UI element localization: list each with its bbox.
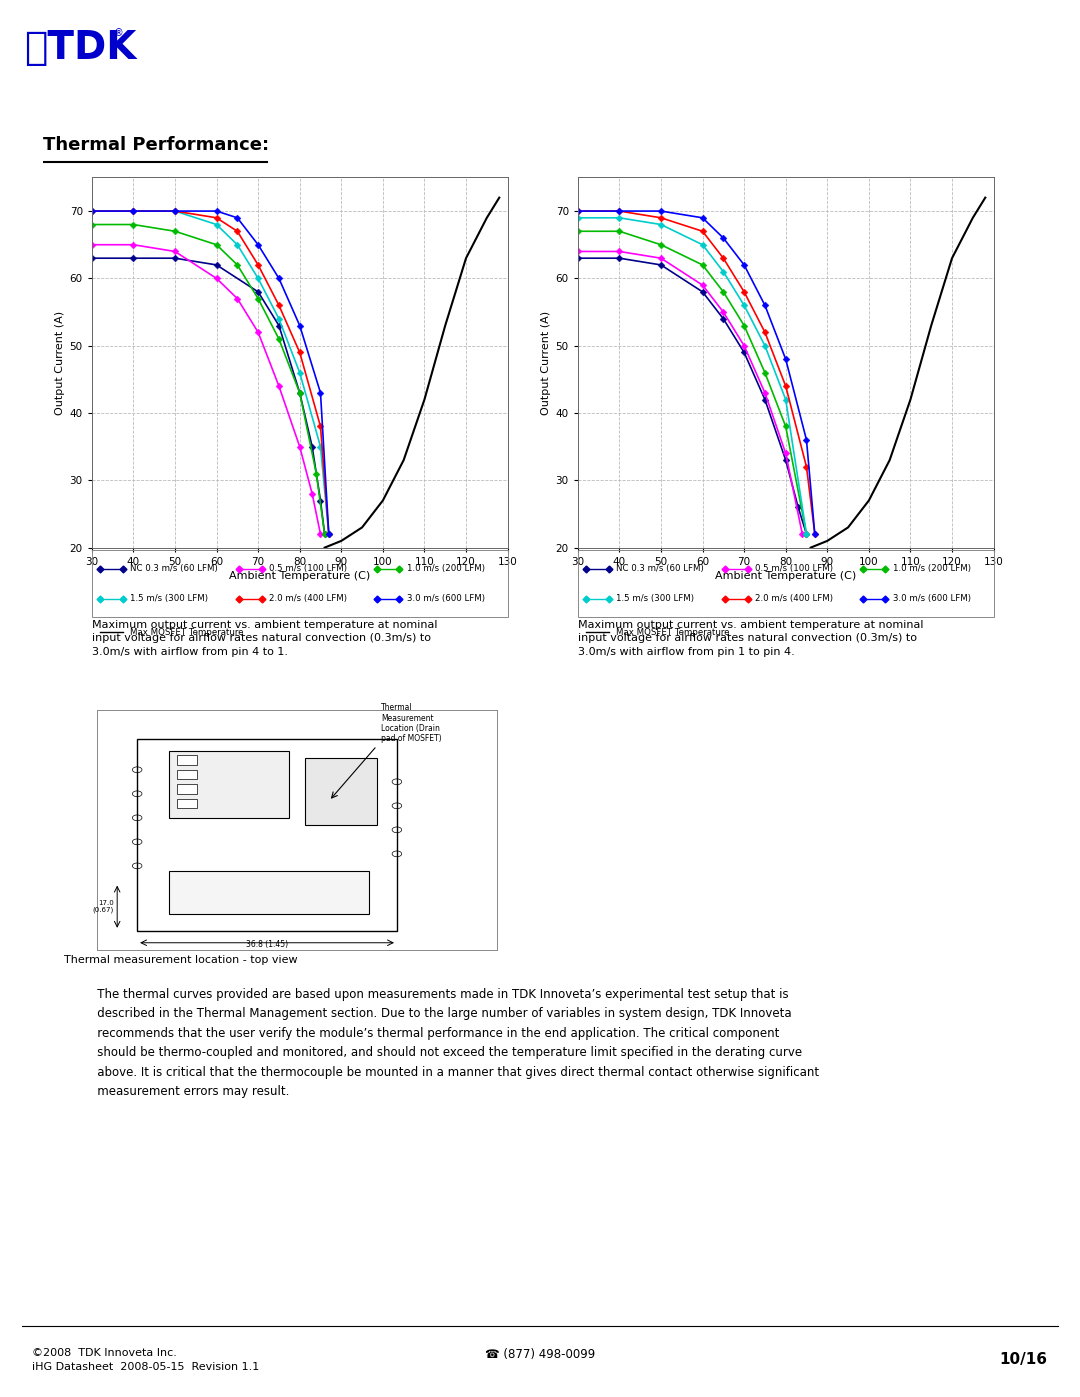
Y-axis label: Output Current (A): Output Current (A) [541,310,552,415]
Text: 1.5 m/s (300 LFM): 1.5 m/s (300 LFM) [616,594,694,604]
X-axis label: Ambient Temperature (C): Ambient Temperature (C) [715,571,856,581]
Bar [170,870,369,914]
Text: Thermal
Measurement
Location (Drain
pad of MOSFET): Thermal Measurement Location (Drain pad … [381,703,442,743]
Text: Thermal measurement location - top view: Thermal measurement location - top view [65,954,298,965]
Text: Maximum output current vs. ambient temperature at nominal
input voltage for airf: Maximum output current vs. ambient tempe… [578,620,923,657]
Text: 10/16: 10/16 [1000,1352,1048,1368]
Text: 1.0 m/s (200 LFM): 1.0 m/s (200 LFM) [406,564,485,573]
Text: 1.5 m/s (300 LFM): 1.5 m/s (300 LFM) [130,594,208,604]
Text: 17.0
(0.67): 17.0 (0.67) [93,900,114,914]
Text: NC 0.3 m/s (60 LFM): NC 0.3 m/s (60 LFM) [130,564,218,573]
Text: 36.8 (1.45): 36.8 (1.45) [246,940,288,949]
Text: Data Sheet: Xeta® iHG48070A033V, 3.3V/70A Output Half Brick Series: Data Sheet: Xeta® iHG48070A033V, 3.3V/70… [13,89,703,106]
Text: 2.0 m/s (400 LFM): 2.0 m/s (400 LFM) [269,594,348,604]
X-axis label: Ambient Temperature (C): Ambient Temperature (C) [229,571,370,581]
Text: 0.5 m/s (100 LFM): 0.5 m/s (100 LFM) [269,564,348,573]
Bar [177,799,197,809]
Text: ®: ® [113,28,123,38]
Bar [177,770,197,780]
Text: 1.0 m/s (200 LFM): 1.0 m/s (200 LFM) [892,564,971,573]
Text: ©2008  TDK Innoveta Inc.
iHG Datasheet  2008-05-15  Revision 1.1: ©2008 TDK Innoveta Inc. iHG Datasheet 20… [32,1348,259,1372]
Bar [177,784,197,793]
Text: Maximum output current vs. ambient temperature at nominal
input voltage for airf: Maximum output current vs. ambient tempe… [92,620,437,657]
Text: ☎ (877) 498-0099: ☎ (877) 498-0099 [485,1348,595,1362]
Bar [177,756,197,766]
Text: 2.0 m/s (400 LFM): 2.0 m/s (400 LFM) [755,594,834,604]
Bar [170,750,289,817]
Text: Thermal Performance:: Thermal Performance: [43,137,269,154]
Text: 3.0 m/s (600 LFM): 3.0 m/s (600 LFM) [406,594,485,604]
Text: 0.5 m/s (100 LFM): 0.5 m/s (100 LFM) [755,564,834,573]
Text: ⧆TDK: ⧆TDK [24,28,136,67]
Bar [305,757,377,826]
Text: NC 0.3 m/s (60 LFM): NC 0.3 m/s (60 LFM) [616,564,704,573]
Bar [137,739,397,930]
Y-axis label: Output Current (A): Output Current (A) [55,310,66,415]
Text: 3.0 m/s (600 LFM): 3.0 m/s (600 LFM) [892,594,971,604]
Text: Max MOSFET Temperature: Max MOSFET Temperature [616,627,730,637]
Text: The thermal curves provided are based upon measurements made in TDK Innoveta’s e: The thermal curves provided are based up… [86,988,820,1098]
Text: Max MOSFET Temperature: Max MOSFET Temperature [130,627,244,637]
